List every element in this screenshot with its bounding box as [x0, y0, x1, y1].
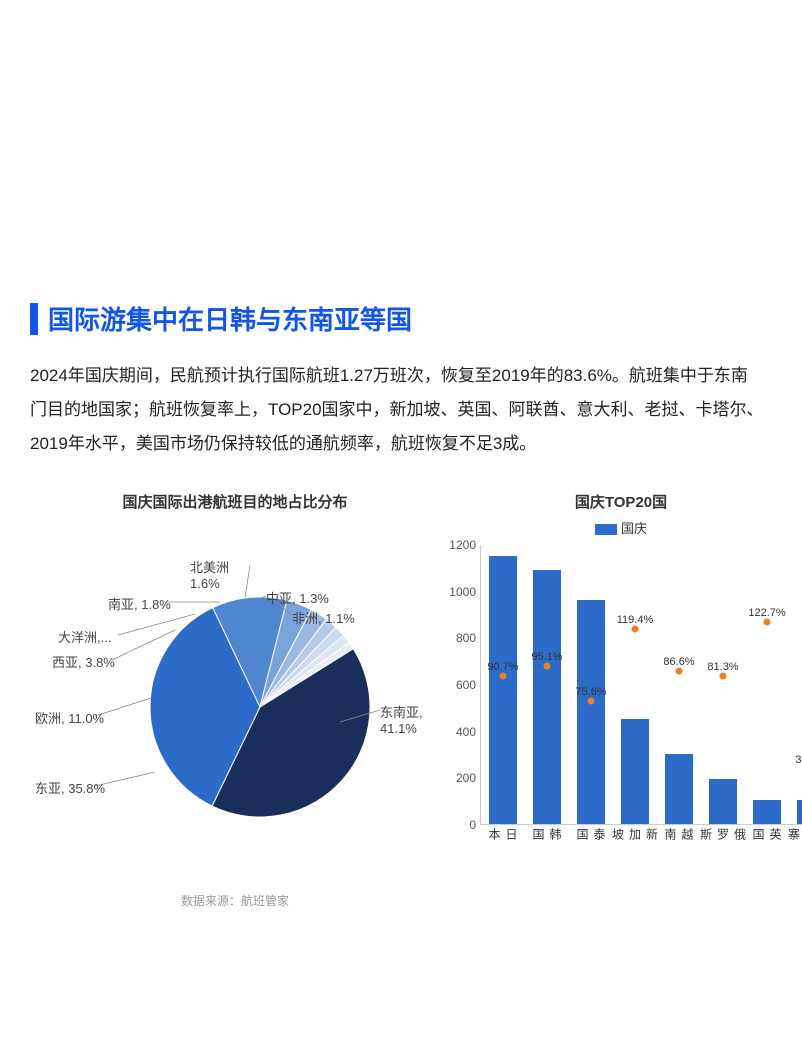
body-paragraph: 2024年国庆期间，民航预计执行国际航班1.27万班次，恢复至2019年的83.…	[0, 359, 802, 461]
bar-ytick: 0	[469, 818, 476, 832]
bar-xtick: 泰国	[574, 828, 608, 841]
section-title-bar: 国际游集中在日韩与东南亚等国	[0, 300, 802, 337]
bar	[621, 719, 649, 824]
bar	[577, 600, 605, 824]
recovery-rate-dot	[676, 668, 683, 675]
recovery-rate-label: 119.4%	[617, 614, 654, 626]
pie-slice-label: 北美洲1.6%	[190, 557, 229, 591]
bar-ytick: 800	[456, 631, 476, 645]
bar-chart-legend: 国庆	[440, 518, 802, 537]
recovery-rate-dot	[500, 672, 507, 679]
pie-slice-label: 东亚, 35.8%	[35, 778, 105, 797]
bar	[533, 570, 561, 824]
pie-slice-label: 非洲, 1.1%	[292, 608, 355, 627]
recovery-rate-dot	[588, 698, 595, 705]
recovery-rate-label: 122.7%	[748, 607, 785, 619]
bar-xtick: 韩国	[530, 828, 564, 841]
pie-chart-title: 国庆国际出港航班目的地占比分布	[30, 491, 440, 512]
bar-xtick: 英国	[750, 828, 784, 841]
body-line-2: 门目的地国家；航班恢复率上，TOP20国家中，新加坡、英国、阿联酋、意大利、老挝…	[30, 400, 764, 419]
bar-xtick: 俄罗斯	[698, 828, 749, 841]
bar-ytick: 1200	[449, 538, 476, 552]
recovery-rate-dot	[544, 663, 551, 670]
bar-ytick: 1000	[449, 585, 476, 599]
pie-slice-label: 大洋洲,...	[58, 627, 111, 646]
bar	[797, 800, 802, 825]
pie-slice-label: 南亚, 1.8%	[108, 594, 171, 613]
recovery-rate-dot	[632, 626, 639, 633]
title-accent-mark	[30, 303, 38, 335]
recovery-rate-label: 95.1%	[531, 651, 562, 663]
bar-xtick: 柬埔寨	[786, 828, 802, 841]
recovery-rate-label: 34.5%	[795, 754, 802, 766]
pie-slice-label: 西亚, 3.8%	[52, 652, 115, 671]
bar-chart-section: 国庆TOP20国 国庆 90.7% 日本 95.1% 韩国 75.6% 泰国 119.4% 新…	[440, 491, 802, 909]
bar-chart: 90.7% 日本 95.1% 韩国 75.6% 泰国 119.4% 新加坡 86.6% 越南 81.…	[440, 545, 802, 885]
bar-ytick: 600	[456, 678, 476, 692]
pie-slice-label: 东南亚,41.1%	[380, 702, 423, 736]
bar	[709, 779, 737, 825]
recovery-rate-label: 86.6%	[663, 656, 694, 668]
body-line-3: 2019年水平，美国市场仍保持较低的通航频率，航班恢复不足3成。	[30, 434, 536, 453]
pie-chart-section: 国庆国际出港航班目的地占比分布 东南亚,41.1% 东亚, 35.8% 欧洲, 11…	[30, 491, 440, 909]
bar	[753, 800, 781, 825]
recovery-rate-dot	[764, 619, 771, 626]
bar-chart-plot: 90.7%日本95.1%韩国75.6%泰国119.4%新加坡86.6%越南81.…	[480, 545, 802, 825]
bar-xtick: 越南	[662, 828, 696, 841]
section-title: 国际游集中在日韩与东南亚等国	[48, 300, 412, 337]
pie-chart: 东南亚,41.1% 东亚, 35.8% 欧洲, 11.0% 西亚, 3.8% 大洋洲,.…	[30, 522, 440, 882]
pie-slice-label: 中亚, 1.3%	[266, 588, 329, 607]
bar-chart-title: 国庆TOP20国	[440, 491, 802, 512]
recovery-rate-label: 81.3%	[707, 661, 738, 673]
bar-xtick: 日本	[486, 828, 520, 841]
recovery-rate-dot	[720, 672, 727, 679]
legend-label-bar: 国庆	[621, 521, 647, 536]
recovery-rate-label: 90.7%	[487, 661, 518, 673]
body-line-1: 2024年国庆期间，民航预计执行国际航班1.27万班次，恢复至2019年的83.…	[30, 366, 748, 385]
bar-ytick: 400	[456, 725, 476, 739]
data-source-note: 数据来源：航班管家	[30, 892, 440, 909]
bar	[489, 556, 517, 824]
bar-xtick: 新加坡	[610, 828, 661, 841]
recovery-rate-label: 75.6%	[575, 686, 606, 698]
pie-slice-label: 欧洲, 11.0%	[35, 708, 104, 727]
bar-ytick: 200	[456, 771, 476, 785]
legend-swatch-bar	[595, 524, 617, 535]
bar	[665, 754, 693, 824]
